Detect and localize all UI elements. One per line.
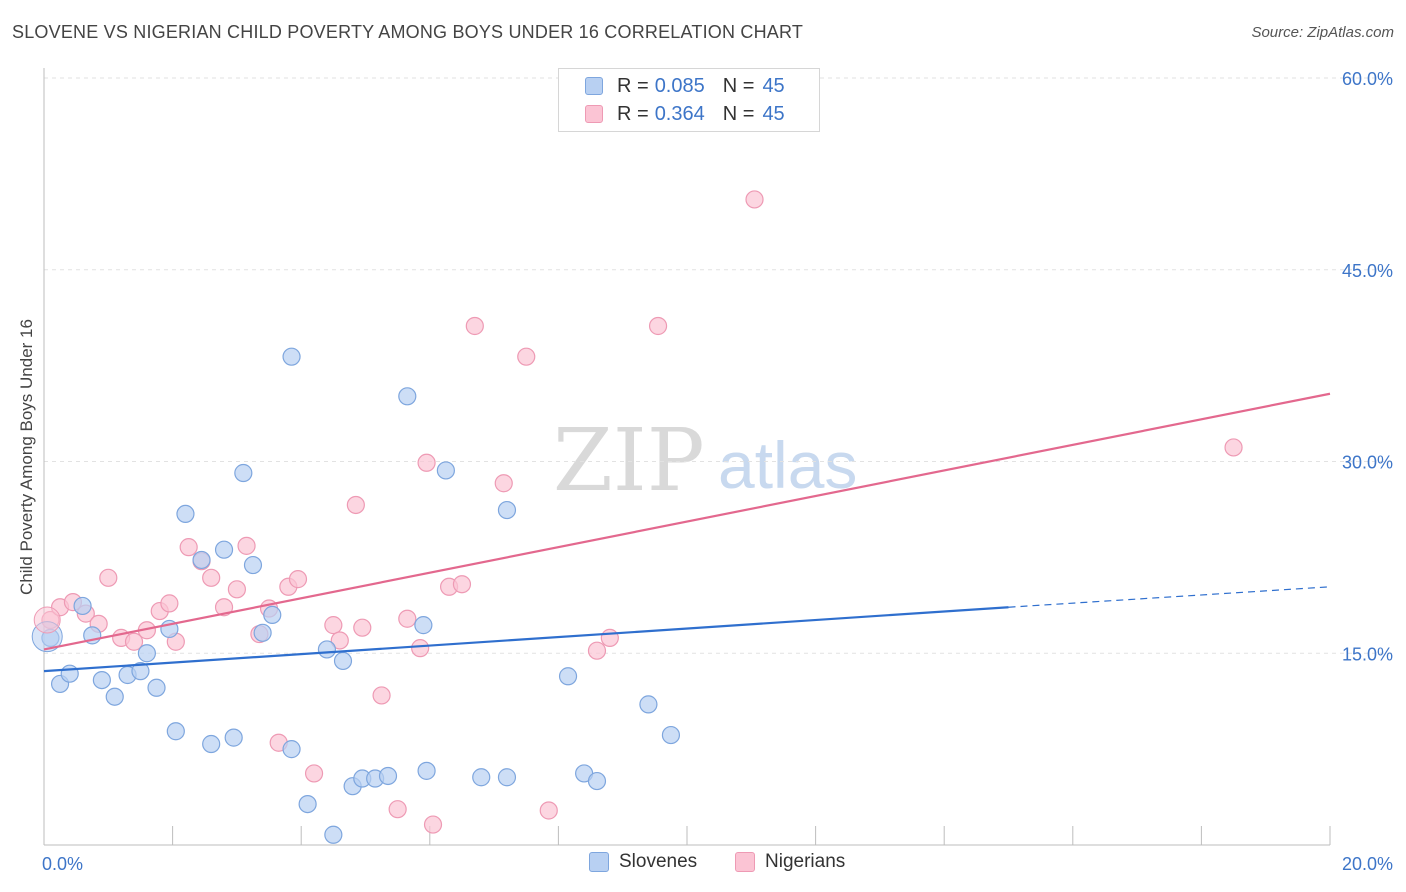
slovene-trend-line <box>43 606 1009 673</box>
nigerian-point <box>179 538 198 557</box>
slovene-point <box>639 695 658 714</box>
y-tick-label: 60.0% <box>1342 69 1393 89</box>
nigerian-point <box>372 686 391 705</box>
nigerian-point <box>587 641 607 660</box>
nigerian-point <box>160 594 179 613</box>
nigerian-point <box>600 628 619 648</box>
n-label: N = <box>722 74 755 97</box>
slovene-point <box>497 768 517 787</box>
slovene-point <box>60 664 79 683</box>
nigerian-point <box>517 347 536 366</box>
slovene-point <box>436 461 455 480</box>
slovene-point <box>202 734 221 754</box>
nigerian-point <box>1224 438 1243 457</box>
nigerian-point <box>353 618 372 637</box>
nigerian-point <box>346 495 365 515</box>
slovene-point <box>243 555 263 575</box>
slovene-point <box>214 540 234 559</box>
slovene-point <box>587 771 607 791</box>
slovene-point <box>661 725 681 745</box>
nigerians-legend-swatch <box>735 852 755 872</box>
slovenes-legend-swatch <box>589 852 609 872</box>
slovene-point <box>176 504 195 524</box>
nigerian-point <box>423 815 443 834</box>
slovene-point <box>131 662 150 681</box>
nigerian-point <box>745 190 764 209</box>
slovene-point <box>282 347 301 366</box>
nigerian-point <box>411 639 430 658</box>
nigerian-point <box>214 598 234 617</box>
legend-row-nigerians: R = 0.364 N = 45 <box>585 102 785 126</box>
nigerian-point <box>398 609 417 628</box>
slovenes-r-value: 0.085 <box>654 74 705 97</box>
nigerian-point <box>227 580 246 599</box>
legend-item-nigerians: Nigerians <box>735 851 845 873</box>
nigerians-swatch <box>585 105 603 123</box>
slovene-point <box>73 596 92 616</box>
nigerian-point <box>304 764 324 783</box>
slovene-point <box>558 667 578 686</box>
x-tick-label-min: 0.0% <box>42 854 83 874</box>
slovene-point <box>414 616 433 635</box>
r-label: R = <box>617 74 649 97</box>
slovene-point <box>192 550 211 570</box>
nigerians-legend-label: Nigerians <box>765 851 846 872</box>
slovene-point <box>92 670 111 690</box>
slovene-point <box>497 500 517 520</box>
slovene-point <box>224 728 243 747</box>
nigerian-point <box>330 631 349 650</box>
nigerian-point <box>648 316 668 336</box>
nigerian-point <box>237 536 256 555</box>
nigerian-trend-line <box>43 392 1331 651</box>
nigerian-point <box>324 616 343 635</box>
slovenes-swatch <box>585 77 603 95</box>
slovenes-legend-label: Slovenes <box>619 851 698 872</box>
y-tick-label: 45.0% <box>1342 261 1393 281</box>
source-label: Source: ZipAtlas.com <box>1251 24 1394 41</box>
slovene-point <box>317 640 337 659</box>
legend-row-slovenes: R = 0.085 N = 45 <box>585 74 785 98</box>
slovene-point <box>472 768 491 787</box>
nigerian-point <box>494 474 513 493</box>
correlation-legend: R = 0.085 N = 45 R = 0.364 N = 45 <box>558 68 820 132</box>
nigerian-point <box>288 570 308 589</box>
slovene-point <box>333 651 353 671</box>
slovene-point <box>298 794 317 814</box>
nigerians-r-value: 0.364 <box>654 102 705 125</box>
nigerian-point <box>124 632 144 651</box>
nigerian-point <box>539 801 558 820</box>
slovene-trend-extension <box>1008 586 1331 608</box>
slovene-point <box>263 605 282 625</box>
slovene-point <box>378 766 398 786</box>
nigerian-point <box>452 575 472 594</box>
slovene-point <box>234 463 253 483</box>
slovene-point <box>105 687 124 706</box>
y-tick-label: 30.0% <box>1342 453 1393 473</box>
nigerian-cluster-point <box>33 606 61 634</box>
legend-item-slovenes: Slovenes <box>589 851 697 873</box>
slovene-point <box>417 761 436 780</box>
nigerian-point <box>388 800 407 819</box>
slovene-point <box>398 387 417 406</box>
slovene-point <box>324 825 343 844</box>
chart-title: SLOVENE VS NIGERIAN CHILD POVERTY AMONG … <box>12 22 804 42</box>
slovenes-n-value: 45 <box>762 74 785 97</box>
slovene-point <box>137 644 156 663</box>
n-label: N = <box>722 102 755 125</box>
y-axis-title: Child Poverty Among Boys Under 16 <box>17 319 36 595</box>
y-tick-label: 15.0% <box>1342 644 1393 664</box>
nigerian-point <box>465 316 484 336</box>
x-tick-label-max: 20.0% <box>1342 854 1393 874</box>
nigerian-point <box>202 568 221 587</box>
nigerian-point <box>417 453 436 472</box>
nigerian-point <box>99 568 118 587</box>
slovene-point <box>166 722 185 741</box>
watermark-atlas: atlas <box>718 428 857 502</box>
nigerians-n-value: 45 <box>762 102 785 125</box>
slovene-point <box>282 740 301 759</box>
slovene-point <box>253 623 272 642</box>
r-label: R = <box>617 102 649 125</box>
slovene-point <box>147 678 166 697</box>
